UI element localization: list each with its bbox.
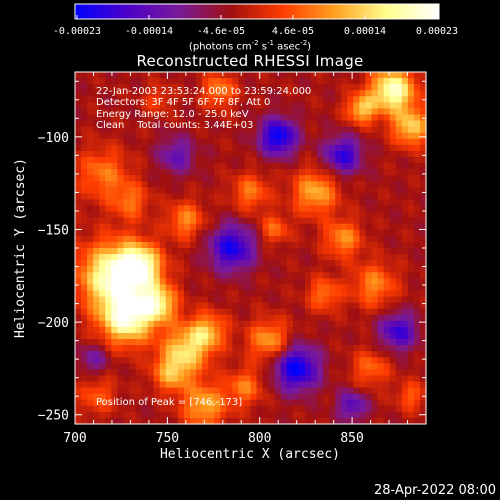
- x-tick-label: 800: [248, 431, 271, 446]
- y-tick-label: −250: [38, 409, 69, 424]
- y-axis: −100 −150 −200 −250: [38, 80, 426, 424]
- colorbar-gradient: [75, 4, 439, 19]
- chart-title: Reconstructed RHESSI Image: [136, 52, 364, 70]
- colorbar-tick-label: 0.00023: [416, 26, 458, 37]
- timestamp: 28-Apr-2022 08:00: [374, 483, 496, 498]
- y-tick-label: −100: [38, 131, 69, 146]
- x-tick-label: 750: [156, 431, 179, 446]
- colorbar-tick-labels: -0.00023 -0.00014 -4.6e-05 4.6e-05 0.00014 0.…: [53, 26, 458, 37]
- x-tick-label: 700: [63, 431, 86, 446]
- colorbar-frame: [74, 3, 440, 20]
- y-tick-label: −150: [38, 223, 69, 238]
- colorbar: -0.00023 -0.00014 -4.6e-05 4.6e-05 0.00014 0.…: [53, 3, 458, 37]
- colorbar-tick-label: 0.00014: [344, 26, 386, 37]
- colorbar-tick-label: -4.6e-05: [197, 26, 245, 37]
- x-tick-label: 850: [340, 431, 363, 446]
- x-axis-label: Heliocentric X (arcsec): [160, 447, 340, 462]
- colorbar-tick-label: -0.00023: [53, 26, 101, 37]
- x-axis: 700 750 800 850: [63, 72, 427, 446]
- colorbar-tick-label: 4.6e-05: [272, 26, 314, 37]
- colorbar-unit-label: (photons cm-2 s-1 asec-2): [188, 39, 312, 53]
- colorbar-tick-label: -0.00014: [125, 26, 173, 37]
- heatmap-image: [75, 72, 427, 425]
- colorbar-tick-marks: [76, 15, 438, 19]
- y-axis-label: Heliocentric Y (arcsec): [13, 158, 28, 338]
- y-tick-label: −200: [38, 316, 69, 331]
